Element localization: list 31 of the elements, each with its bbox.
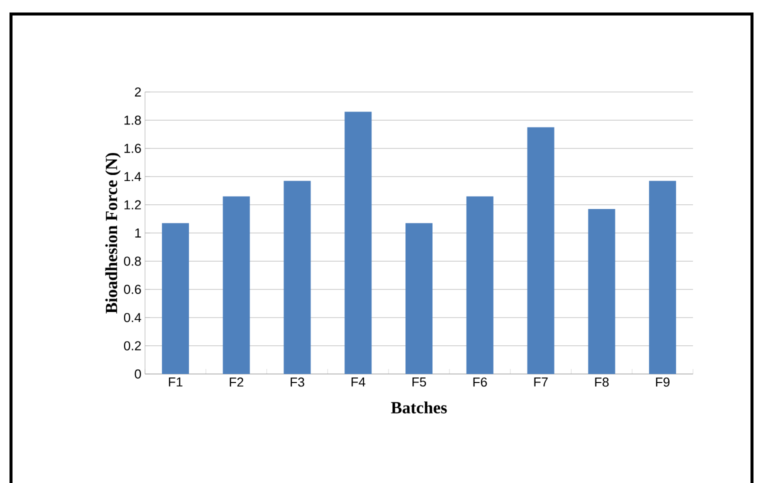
bar <box>466 196 494 374</box>
x-tick-label: F6 <box>473 378 487 387</box>
y-tick-label: 0 <box>134 369 141 379</box>
x-axis-title: Batches <box>391 402 447 414</box>
y-tick-label: 1.6 <box>124 144 141 153</box>
y-tick-label: 1.4 <box>124 172 142 182</box>
x-tick-label: F1 <box>168 378 182 386</box>
y-tick-label: 2 <box>134 87 141 97</box>
y-tick-label: 0.8 <box>124 256 141 266</box>
x-tick-label: F9 <box>656 378 670 387</box>
bar <box>162 223 189 374</box>
bar <box>649 180 676 374</box>
y-tick-label: 1 <box>135 228 141 238</box>
y-tick-label: 1.2 <box>124 200 141 210</box>
x-tick-label: F8 <box>595 378 609 387</box>
bar <box>222 196 250 374</box>
y-tick-label: 0.6 <box>124 284 141 294</box>
bar <box>527 127 554 374</box>
bar <box>406 223 433 374</box>
bar <box>344 112 372 374</box>
y-tick-label: 1.8 <box>124 116 141 125</box>
x-tick-label: F4 <box>352 378 366 386</box>
x-tick-label: F3 <box>290 378 304 387</box>
x-tick-label: F7 <box>534 378 548 386</box>
y-tick-label: 0.2 <box>124 341 141 350</box>
bar <box>284 180 311 374</box>
bar <box>588 209 616 374</box>
x-tick-label: F5 <box>412 378 426 387</box>
x-tick-label: F2 <box>230 378 244 387</box>
y-axis-title: Bioadhesion Force (N) <box>105 152 121 314</box>
y-tick-label: 0.4 <box>124 312 142 322</box>
